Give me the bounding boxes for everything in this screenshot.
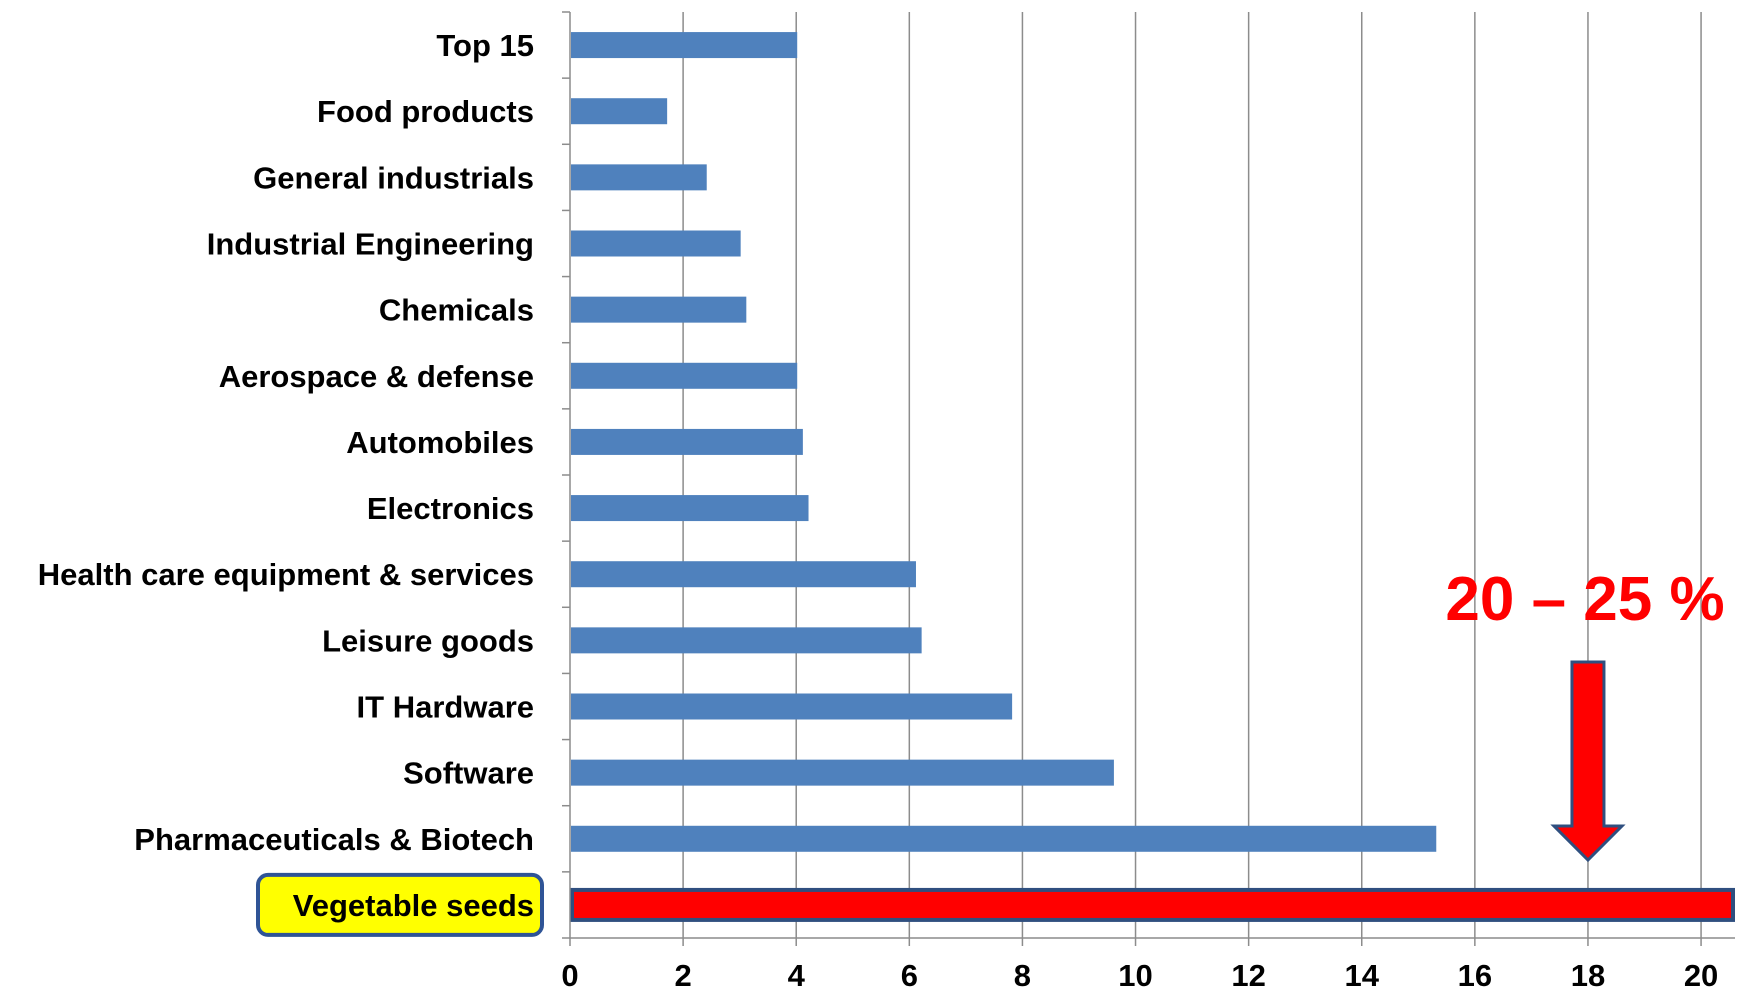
x-tick-label: 0: [561, 958, 578, 993]
category-label: Industrial Engineering: [207, 227, 534, 262]
x-tick-label: 18: [1571, 958, 1605, 993]
annotation-label: 20 – 25 %: [1445, 565, 1724, 634]
category-label: Health care equipment & services: [38, 557, 534, 592]
x-tick-label: 14: [1345, 958, 1380, 993]
bar: [571, 164, 707, 191]
bar: [571, 32, 798, 59]
category-label: Leisure goods: [322, 623, 534, 658]
x-tick-label: 8: [1014, 958, 1031, 993]
bar: [571, 362, 798, 389]
bar: [571, 627, 922, 654]
highlight-label-box: [256, 872, 544, 937]
category-label: Pharmaceuticals & Biotech: [134, 822, 534, 857]
category-label: Top 15: [436, 28, 534, 63]
category-label: General industrials: [253, 160, 534, 195]
bar: [571, 296, 747, 323]
x-tick-label: 2: [674, 958, 691, 993]
category-label: Electronics: [367, 491, 534, 526]
bar: [571, 759, 1114, 786]
x-tick-label: 10: [1118, 958, 1152, 993]
x-tick-label: 6: [901, 958, 918, 993]
x-tick-label: 20: [1684, 958, 1718, 993]
axes: [562, 11, 1735, 946]
x-tick-labels: 0 2 4 6 8 10 12 14 16 18 20: [561, 958, 1718, 993]
bar: [571, 693, 1013, 720]
category-label: Chemicals: [379, 293, 534, 328]
category-label: Aerospace & defense: [219, 359, 534, 394]
bar: [571, 495, 809, 522]
category-labels: Top 15 Food products General industrials In…: [38, 28, 544, 937]
annotation: 20 – 25 %: [1445, 565, 1725, 863]
bar: [571, 428, 803, 455]
bar: [571, 825, 1437, 852]
category-label: Automobiles: [346, 425, 534, 460]
category-label: Food products: [317, 94, 534, 129]
gridlines: [682, 12, 1702, 938]
bars: [570, 32, 1735, 922]
x-tick-label: 16: [1458, 958, 1492, 993]
category-label: Software: [403, 756, 534, 791]
bar: [571, 230, 741, 257]
bar-highlighted: [570, 887, 1735, 922]
bar: [571, 98, 668, 125]
bar: [571, 561, 916, 588]
x-tick-label: 4: [788, 958, 806, 993]
down-arrow-icon: [1550, 660, 1626, 863]
category-label: Vegetable seeds: [293, 888, 534, 923]
x-tick-label: 12: [1231, 958, 1265, 993]
category-label: IT Hardware: [357, 690, 534, 725]
